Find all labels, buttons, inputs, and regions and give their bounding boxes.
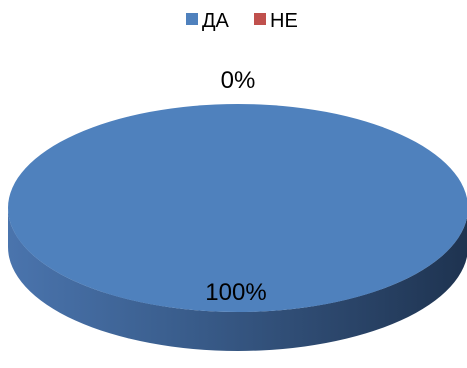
legend-label-ne: НЕ — [270, 10, 298, 32]
data-label-ne: 0% — [221, 67, 256, 94]
legend: ДА НЕ — [186, 10, 298, 32]
pie-body — [8, 104, 467, 351]
legend-label-da: ДА — [202, 10, 230, 32]
legend-swatch-ne — [254, 13, 266, 25]
data-label-da: 100% — [205, 279, 266, 306]
legend-swatch-da — [186, 13, 198, 25]
